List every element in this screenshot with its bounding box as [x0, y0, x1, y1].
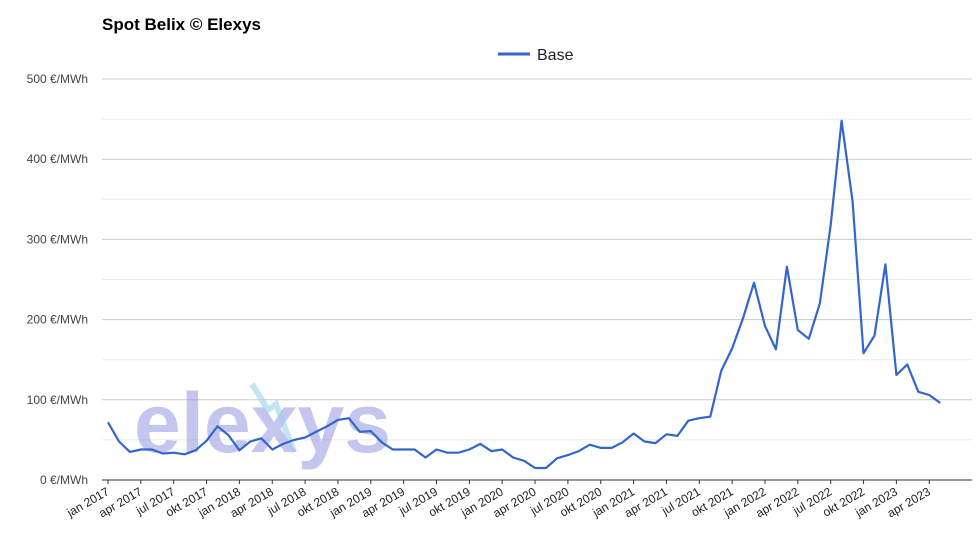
legend[interactable]: Base	[498, 47, 574, 64]
lightning-bolt-icon	[249, 382, 297, 454]
y-axis-ticks: 0 €/MWh 100 €/MWh 200 €/MWh 300 €/MWh 400 €/…	[27, 72, 88, 487]
series-line-base[interactable]	[107, 119, 941, 470]
y-tick-label: 300 €/MWh	[27, 232, 88, 246]
y-tick-label: 200 €/MWh	[27, 313, 88, 327]
y-tick-label: 500 €/MWh	[27, 72, 88, 86]
series-base	[107, 119, 941, 470]
grid-lines	[102, 78, 972, 481]
y-tick-label: 400 €/MWh	[27, 152, 88, 166]
elexys-watermark: elexys	[134, 376, 391, 470]
watermark-logo-text: elexys	[134, 376, 391, 470]
legend-label-base: Base	[537, 47, 574, 64]
chart-title: Spot Belix © Elexys	[102, 15, 261, 34]
y-tick-label: 0 €/MWh	[40, 473, 88, 487]
y-tick-label: 100 €/MWh	[27, 393, 88, 407]
